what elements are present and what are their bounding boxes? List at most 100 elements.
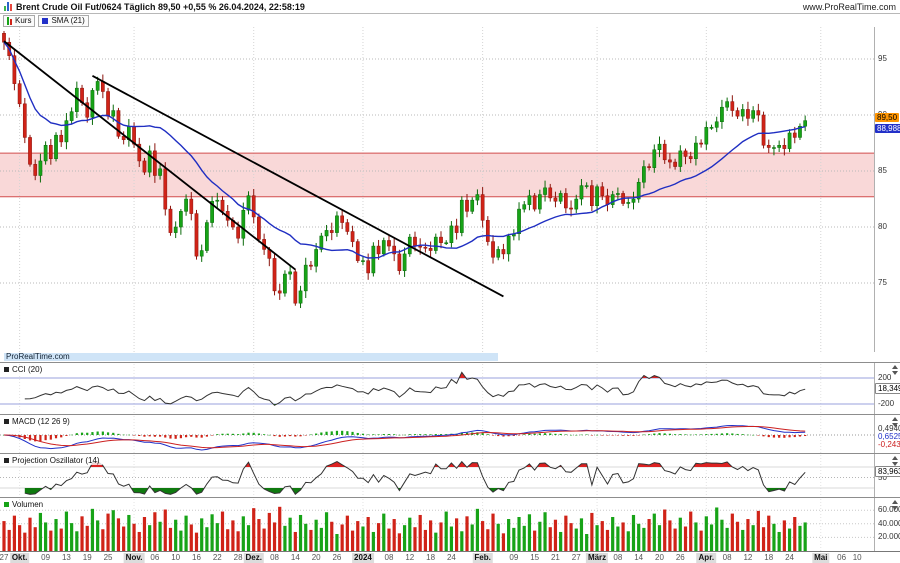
website-link[interactable]: www.ProRealTime.com bbox=[802, 1, 896, 12]
date-label: 08 bbox=[613, 553, 623, 562]
month-label: Dez. bbox=[243, 553, 264, 563]
price-tick-label: 95 bbox=[878, 54, 887, 64]
price-tick-label: 80 bbox=[878, 222, 887, 232]
month-label: Mai bbox=[812, 553, 830, 563]
scroll-down-icon[interactable] bbox=[892, 423, 898, 427]
date-label: 28 bbox=[233, 553, 243, 562]
cci-canvas[interactable] bbox=[0, 364, 874, 415]
title-bar: Brent Crude Oil Fut/0624 Täglich 89,50 +… bbox=[0, 0, 900, 14]
projection-value-badge: 83,963 bbox=[875, 466, 900, 478]
date-label: 12 bbox=[405, 553, 415, 562]
macd-panel-label[interactable]: MACD (12 26 9) bbox=[2, 417, 72, 426]
kurs-label: Kurs bbox=[15, 16, 32, 25]
date-label: 10 bbox=[852, 553, 862, 562]
volume-axis-scroll[interactable] bbox=[892, 500, 898, 510]
price-tick-label: 75 bbox=[878, 278, 887, 288]
date-label: 13 bbox=[61, 553, 71, 562]
kurs-legend-chip[interactable]: Kurs bbox=[3, 15, 36, 27]
sma-legend-chip[interactable]: SMA (21) bbox=[38, 15, 89, 27]
volume-panel: Volumen 60.000 40.000 20.000 bbox=[0, 497, 900, 552]
instrument-title: Brent Crude Oil Fut/0624 Täglich 89,50 +… bbox=[16, 1, 305, 12]
watermark-row: ProRealTime.com bbox=[0, 352, 900, 362]
date-label: 12 bbox=[743, 553, 753, 562]
sma-label: SMA (21) bbox=[51, 16, 85, 25]
cci-axis[interactable]: 200 -200 18,349 bbox=[874, 363, 900, 414]
month-label: Okt. bbox=[9, 553, 30, 563]
time-axis[interactable]: 27 Okt. 09 13 19 25 Nov. 06 10 16 22 28 Dez. 08 14 20 26… bbox=[0, 551, 900, 563]
cci-value-badge: 18,349 bbox=[875, 383, 900, 395]
macd-axis-scroll[interactable] bbox=[892, 417, 898, 427]
volume-tick-label: 20.000 bbox=[878, 532, 900, 542]
macd-value-label: -0,2435 bbox=[878, 440, 900, 449]
date-label: 20 bbox=[655, 553, 664, 562]
projection-canvas[interactable] bbox=[0, 455, 874, 498]
scroll-down-icon[interactable] bbox=[892, 506, 898, 510]
volume-label-text: Volumen bbox=[12, 500, 44, 509]
scroll-up-icon[interactable] bbox=[892, 456, 898, 460]
macd-panel: MACD (12 26 9) 0,49400,6525-0,2435 bbox=[0, 414, 900, 454]
date-label: 19 bbox=[82, 553, 92, 562]
scroll-up-icon[interactable] bbox=[892, 500, 898, 504]
sma-price-badge: 88,988 bbox=[875, 124, 900, 134]
date-label: 14 bbox=[290, 553, 300, 562]
scroll-up-icon[interactable] bbox=[892, 365, 898, 369]
date-label: 14 bbox=[634, 553, 644, 562]
date-label: 06 bbox=[837, 553, 847, 562]
volume-axis[interactable]: 60.000 40.000 20.000 bbox=[874, 498, 900, 551]
month-label: Apr. bbox=[696, 553, 717, 563]
cci-label-text: CCI (20) bbox=[12, 365, 43, 374]
volume-canvas[interactable] bbox=[0, 499, 874, 552]
volume-panel-label[interactable]: Volumen bbox=[2, 500, 46, 509]
price-chart-canvas[interactable] bbox=[0, 27, 874, 352]
date-label: 25 bbox=[103, 553, 113, 562]
prorealtime-watermark[interactable]: ProRealTime.com bbox=[4, 353, 498, 361]
month-label: 2024 bbox=[352, 553, 374, 563]
date-label: 08 bbox=[270, 553, 279, 562]
date-label: 24 bbox=[446, 553, 456, 562]
scroll-down-icon[interactable] bbox=[892, 462, 898, 466]
cci-color-icon bbox=[4, 367, 9, 372]
projection-oscillator-panel: Projection Oszillator (14) 5083,963 bbox=[0, 453, 900, 498]
cci-axis-scroll[interactable] bbox=[892, 365, 898, 375]
date-label: 06 bbox=[150, 553, 160, 562]
volume-tick-label: 40.000 bbox=[878, 518, 900, 528]
sma-color-icon bbox=[42, 18, 49, 24]
cci-level-label: 200 bbox=[878, 373, 892, 382]
cci-level-label: -200 bbox=[878, 399, 895, 408]
date-label: 24 bbox=[785, 553, 794, 562]
date-label: 18 bbox=[426, 553, 436, 562]
date-label: 10 bbox=[171, 553, 181, 562]
legend-bar: Kurs SMA (21) bbox=[0, 15, 89, 27]
projection-panel-label[interactable]: Projection Oszillator (14) bbox=[2, 456, 102, 465]
date-label: 27 bbox=[571, 553, 581, 562]
date-label: 08 bbox=[722, 553, 732, 562]
date-label: 16 bbox=[192, 553, 201, 562]
date-label: 21 bbox=[550, 553, 560, 562]
price-tick-label: 85 bbox=[878, 166, 887, 176]
date-label: 15 bbox=[530, 553, 540, 562]
month-label: Nov. bbox=[123, 553, 145, 563]
projection-color-icon bbox=[4, 458, 9, 463]
macd-label-text: MACD (12 26 9) bbox=[12, 417, 70, 426]
month-label: Feb. bbox=[472, 553, 493, 563]
app-chart-icon bbox=[4, 2, 12, 11]
date-label: 09 bbox=[509, 553, 519, 562]
projection-axis-scroll[interactable] bbox=[892, 456, 898, 466]
scroll-down-icon[interactable] bbox=[892, 371, 898, 375]
macd-axis[interactable]: 0,49400,6525-0,2435 bbox=[874, 415, 900, 453]
last-price-badge: 89,50 bbox=[875, 112, 900, 122]
projection-axis[interactable]: 5083,963 bbox=[874, 454, 900, 497]
cci-panel-label[interactable]: CCI (20) bbox=[2, 365, 45, 374]
macd-color-icon bbox=[4, 419, 9, 424]
projection-label-text: Projection Oszillator (14) bbox=[12, 456, 100, 465]
macd-canvas[interactable] bbox=[0, 416, 874, 454]
date-label: 26 bbox=[675, 553, 685, 562]
scroll-up-icon[interactable] bbox=[892, 417, 898, 421]
date-label: 26 bbox=[332, 553, 342, 562]
date-label: 08 bbox=[384, 553, 394, 562]
date-label: 27 bbox=[0, 553, 9, 562]
